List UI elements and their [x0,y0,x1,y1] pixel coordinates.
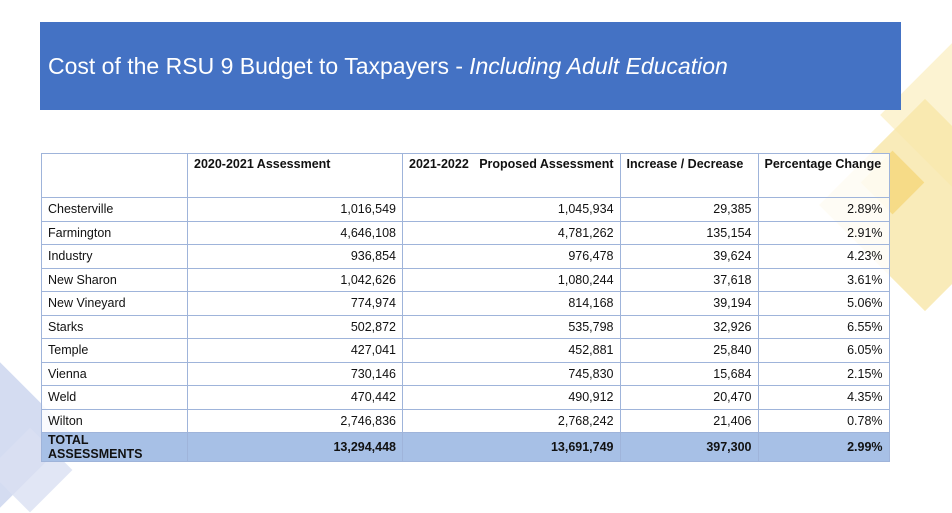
table-cell: 21,406 [619,408,759,433]
table-cell: 32,926 [619,314,759,339]
town-name: Wilton [41,408,188,433]
table-cell: 29,385 [619,197,759,222]
table-cell: 4.23% [757,244,890,269]
table-cell: 15,684 [619,361,759,386]
table-cell: 2,768,242 [402,408,621,433]
town-name: Weld [41,385,188,410]
table-row: Wilton 2,746,836 2,768,242 21,406 0.78% [41,408,890,433]
table-row: New Sharon 1,042,626 1,080,244 37,618 3.61% [41,267,890,292]
table-cell: 13,691,749 [402,432,621,462]
table-cell: 470,442 [187,385,403,410]
table-cell: 774,974 [187,291,403,316]
table-cell: 427,041 [187,338,403,363]
town-name: Starks [41,314,188,339]
table-cell: 0.78% [757,408,890,433]
column-header: 2020-2021 Assessment [187,153,403,198]
table-cell: 2.15% [757,361,890,386]
table-cell: 4,646,108 [187,220,403,245]
table-row: Industry 936,854 976,478 39,624 4.23% [41,244,890,269]
table-cell: 1,045,934 [402,197,621,222]
table-cell: 1,080,244 [402,267,621,292]
table-cell: 39,194 [619,291,759,316]
table-cell: 20,470 [619,385,759,410]
table-cell: 535,798 [402,314,621,339]
table-cell: 2.99% [757,432,890,462]
town-name: Temple [41,338,188,363]
table-cell: 1,042,626 [187,267,403,292]
column-header: Percentage Change [757,153,890,198]
table-cell: 2.91% [757,220,890,245]
table-cell: 490,912 [402,385,621,410]
table-cell: 6.05% [757,338,890,363]
table-cell: 502,872 [187,314,403,339]
table-row: Temple 427,041 452,881 25,840 6.05% [41,338,890,363]
table-cell: 730,146 [187,361,403,386]
table-cell: 25,840 [619,338,759,363]
town-name: New Sharon [41,267,188,292]
table-row: Starks 502,872 535,798 32,926 6.55% [41,314,890,339]
town-name: New Vineyard [41,291,188,316]
table-cell: 2.89% [757,197,890,222]
table-cell: 13,294,448 [187,432,403,462]
column-header: 2021-2022 Proposed Assessment [402,153,621,198]
table-cell: 1,016,549 [187,197,403,222]
table-cell: 936,854 [187,244,403,269]
table-cell: 4.35% [757,385,890,410]
slide-title-italic: Including Adult Education [469,52,728,79]
table-row: Chesterville 1,016,549 1,045,934 29,385 2.89… [41,197,890,222]
table-row: Weld 470,442 490,912 20,470 4.35% [41,385,890,410]
town-name: Industry [41,244,188,269]
town-name: Vienna [41,361,188,386]
column-header [41,153,188,198]
table-cell: 397,300 [619,432,759,462]
table-cell: 814,168 [402,291,621,316]
table-cell: 452,881 [402,338,621,363]
town-name: Chesterville [41,197,188,222]
table-cell: 6.55% [757,314,890,339]
slide-title: Cost of the RSU 9 Budget to Taxpayers - [48,52,464,79]
table-cell: 5.06% [757,291,890,316]
table-cell: 4,781,262 [402,220,621,245]
table-cell: 3.61% [757,267,890,292]
table-cell: 2,746,836 [187,408,403,433]
table-cell: 745,830 [402,361,621,386]
assessment-table: 2020-2021 Assessment 2021-2022 Proposed A… [41,153,890,462]
table-row: Vienna 730,146 745,830 15,684 2.15% [41,361,890,386]
total-row: TOTAL ASSESSMENTS 13,294,448 13,691,749 397… [41,432,890,462]
column-header: Increase / Decrease [619,153,759,198]
table-cell: 37,618 [619,267,759,292]
town-name: TOTAL ASSESSMENTS [41,432,188,462]
table-row: New Vineyard 774,974 814,168 39,194 5.06% [41,291,890,316]
town-name: Farmington [41,220,188,245]
table-cell: 39,624 [619,244,759,269]
table-cell: 976,478 [402,244,621,269]
table-row: Farmington 4,646,108 4,781,262 135,154 2.91% [41,220,890,245]
slide-title-banner: Cost of the RSU 9 Budget to Taxpayers - … [40,22,901,110]
table-cell: 135,154 [619,220,759,245]
table-header-row: 2020-2021 Assessment 2021-2022 Proposed A… [41,153,890,198]
